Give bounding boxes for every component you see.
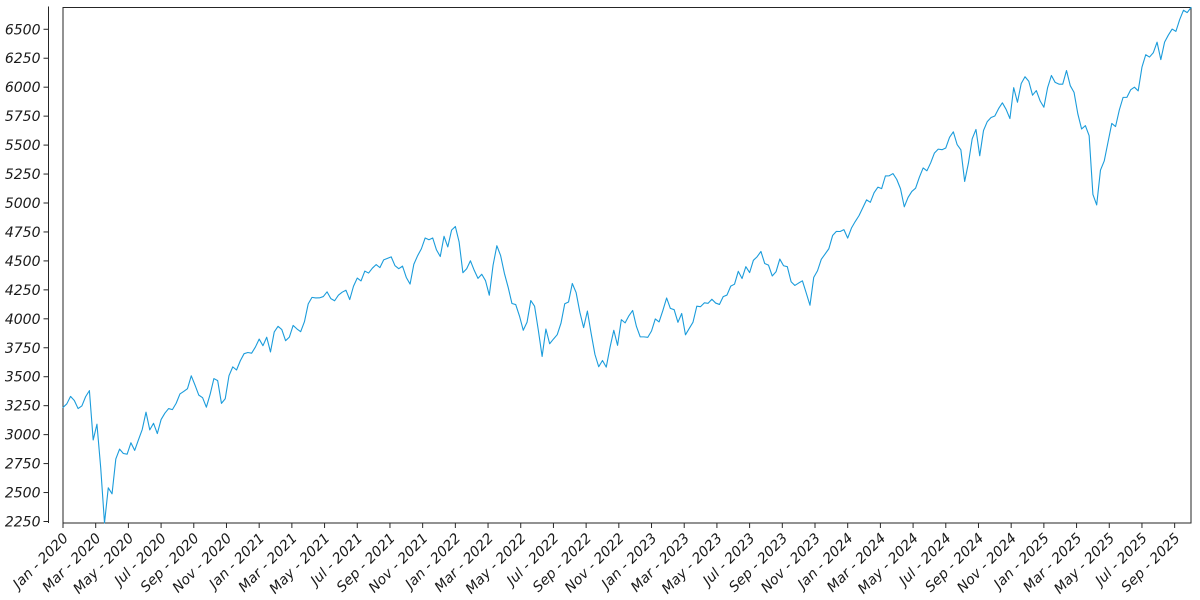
y-tick-label: 5250	[5, 167, 41, 183]
y-tick-label: 6000	[5, 80, 41, 96]
y-tick-label: 4500	[5, 254, 41, 270]
y-tick-label: 2250	[5, 514, 41, 530]
y-axis: 2250 2500 2750 3000 3250 3500 3750 4000 4250 4500…	[5, 6, 49, 530]
y-tick-label: 3500	[5, 370, 41, 386]
y-tick-label: 4750	[5, 225, 41, 241]
y-tick-label: 6500	[5, 22, 41, 38]
y-tick-label: 2750	[5, 457, 41, 473]
price-line	[62, 6, 1192, 524]
y-tick-label: 6250	[5, 51, 41, 67]
plot-border	[62, 7, 1192, 524]
plot-area	[62, 6, 1192, 524]
y-tick-label: 2500	[5, 486, 41, 502]
y-tick-label: 5750	[5, 109, 41, 125]
y-tick-label: 4250	[5, 283, 41, 299]
y-tick-label: 3000	[5, 428, 41, 444]
y-tick-label: 3250	[5, 399, 41, 415]
y-tick-label: 3750	[5, 341, 41, 357]
y-tick-label: 4000	[5, 312, 41, 328]
y-tick-label: 5500	[5, 138, 41, 154]
y-tick-label: 5000	[5, 196, 41, 212]
